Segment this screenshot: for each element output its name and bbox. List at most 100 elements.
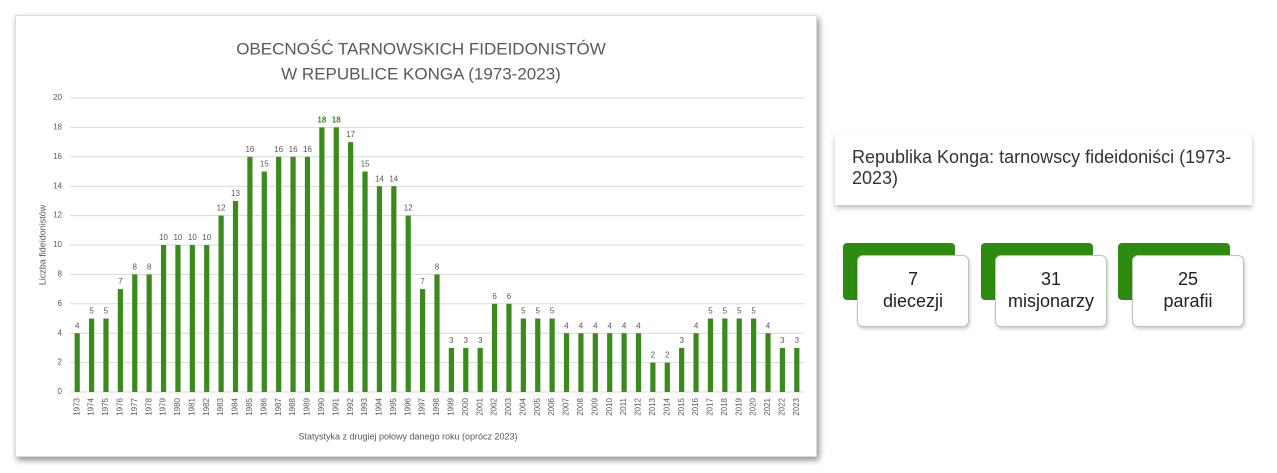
x-tick-label: 1983 (216, 397, 225, 415)
bar (707, 318, 714, 392)
stat-label: misjonarzy (1007, 291, 1095, 311)
data-label: 3 (464, 336, 469, 345)
data-label: 4 (579, 321, 584, 330)
data-label: 5 (536, 307, 541, 316)
data-label: 15 (260, 160, 269, 169)
data-label: 3 (478, 336, 483, 345)
data-label: 16 (303, 145, 312, 154)
x-tick-label: 1996 (403, 397, 412, 415)
x-tick-label: 2000 (461, 397, 470, 415)
data-label: 16 (274, 145, 283, 154)
bar (348, 142, 354, 392)
bar (160, 245, 167, 392)
chart-title: OBECNOŚĆ TARNOWSKICH FIDEIDONISTÓW (236, 39, 606, 58)
data-label: 2 (665, 351, 670, 360)
x-tick-label: 2004 (518, 397, 527, 415)
bar (693, 333, 699, 392)
data-label: 13 (231, 189, 240, 198)
data-label: 5 (521, 307, 526, 316)
bar (204, 245, 210, 392)
bar (276, 156, 282, 392)
stat-label: diecezji (882, 291, 944, 311)
y-tick-label: 14 (53, 181, 62, 190)
data-label: 10 (173, 233, 182, 242)
data-label: 12 (404, 204, 413, 213)
bar (463, 347, 469, 392)
data-label: 3 (795, 336, 800, 345)
x-tick-label: 1976 (115, 397, 124, 415)
x-tick-label: 1988 (288, 397, 297, 415)
y-axis-label: Liczba fideidonistów (37, 204, 47, 285)
x-axis-label: Statystyka z drugiej połowy danego roku … (298, 431, 517, 441)
x-tick-label: 1981 (187, 397, 196, 415)
chart-title: W REPUBLICE KONGA (1973-2023) (281, 64, 561, 83)
chart: OBECNOŚĆ TARNOWSKICH FIDEIDONISTÓW W REP… (37, 39, 804, 441)
x-tick-label: 2016 (691, 397, 700, 415)
bar (607, 333, 613, 392)
bar (520, 318, 526, 392)
data-label: 5 (708, 307, 713, 316)
bar (88, 318, 95, 392)
x-tick-label: 1991 (331, 397, 340, 415)
x-tick-label: 2002 (490, 397, 499, 415)
data-label: 7 (118, 277, 123, 286)
data-label: 10 (202, 233, 211, 242)
stat-box: 25 parafii (1118, 243, 1244, 327)
bar (506, 303, 512, 392)
bar (391, 186, 397, 392)
stat-value: 31 (1040, 269, 1062, 289)
data-label: 4 (564, 321, 569, 330)
data-label: 8 (133, 263, 138, 272)
bar (736, 318, 742, 392)
chart-frame: OBECNOŚĆ TARNOWSKICH FIDEIDONISTÓW W REP… (15, 15, 817, 457)
bar (117, 289, 123, 392)
data-label: 5 (89, 307, 94, 316)
bar (362, 171, 368, 392)
bar (635, 333, 642, 392)
data-label: 4 (593, 321, 598, 330)
data-label: 3 (780, 336, 785, 345)
stat-label: parafii (1163, 291, 1213, 311)
stat-box: 31 misjonarzy (981, 243, 1107, 327)
x-tick-label: 2003 (504, 397, 513, 415)
x-tick-label: 1984 (231, 397, 240, 415)
data-label: 4 (766, 321, 771, 330)
bar (261, 171, 267, 392)
data-label: 6 (492, 292, 497, 301)
x-tick-label: 2005 (533, 397, 542, 415)
x-tick-label: 1990 (317, 397, 326, 415)
bar (722, 318, 728, 392)
x-tick-label: 2008 (576, 397, 585, 415)
data-label: 4 (622, 321, 627, 330)
x-tick-label: 1973 (72, 397, 81, 415)
data-label: 8 (435, 263, 440, 272)
data-label: 14 (389, 174, 398, 183)
x-tick-label: 1989 (303, 397, 312, 415)
x-tick-label: 2014 (662, 397, 671, 415)
bar (779, 347, 786, 392)
x-tick-label: 2018 (720, 397, 729, 415)
data-label: 8 (147, 263, 152, 272)
stat-box: 7 diecezji (843, 243, 969, 327)
bar (751, 318, 757, 392)
bar (175, 245, 181, 392)
x-tick-label: 1982 (202, 397, 211, 415)
bar (74, 333, 80, 392)
bar (563, 333, 570, 392)
stat-value: 25 (1177, 269, 1199, 289)
x-tick-label: 2011 (619, 397, 628, 415)
bar (491, 303, 498, 392)
x-tick-label: 1987 (274, 397, 283, 415)
bar (376, 186, 383, 392)
data-label: 15 (361, 160, 370, 169)
bar (765, 333, 771, 392)
data-label: 14 (375, 174, 384, 183)
x-tick-label: 1985 (245, 397, 254, 415)
x-tick-label: 1997 (418, 397, 427, 415)
bar (794, 347, 800, 392)
y-tick-label: 8 (58, 270, 63, 279)
bar (592, 333, 598, 392)
x-tick-label: 2007 (562, 397, 571, 415)
bar (132, 274, 138, 392)
x-tick-label: 1994 (375, 397, 384, 415)
